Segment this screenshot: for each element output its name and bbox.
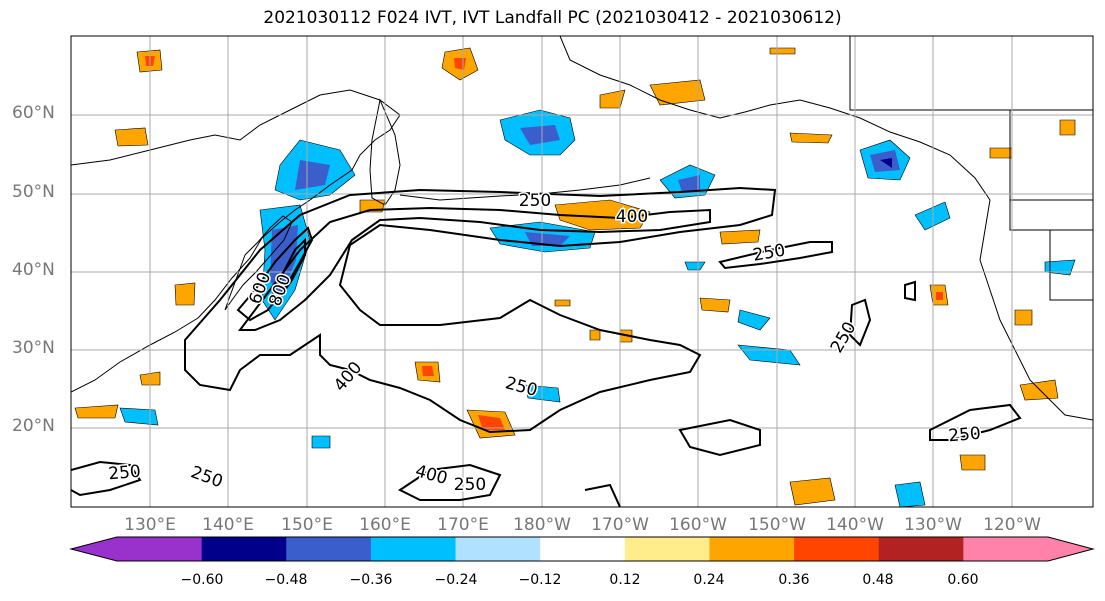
colorbar-tick: 0.12 — [609, 572, 641, 588]
lon-label: 170°E — [437, 515, 489, 535]
lon-label: 160°W — [669, 515, 727, 535]
colorbar-extend-low — [71, 537, 117, 561]
graticule — [71, 36, 1093, 507]
border-states — [1009, 110, 1093, 301]
pc-blob-positive — [936, 292, 943, 300]
colorbar-segment — [540, 537, 626, 561]
lon-label: 130°W — [904, 515, 962, 535]
colorbar-tick: 0.24 — [693, 572, 725, 588]
map-frame — [70, 35, 1094, 508]
coastline-japan — [224, 215, 293, 311]
pc-blob-negative — [880, 158, 892, 168]
pc-blob-positive — [769, 47, 796, 55]
colorbar-tick: 0.48 — [862, 572, 894, 588]
colorbar-tick: −0.60 — [180, 572, 224, 588]
colorbar-segment — [201, 537, 287, 561]
pc-blob-negative — [520, 125, 560, 145]
pc-blob-positive — [959, 454, 986, 471]
colorbar-segment — [455, 537, 541, 561]
colorbar-segment — [286, 537, 372, 561]
contour-250-islands — [398, 463, 502, 501]
colorbar-segment — [624, 537, 710, 561]
lon-label: 150°E — [281, 515, 333, 535]
lat-label: 60°N — [12, 103, 55, 123]
pc-shading-layer — [74, 47, 1076, 507]
pc-blob-positive — [719, 229, 761, 245]
lon-label: 120°W — [983, 515, 1041, 535]
pc-blob-positive — [789, 132, 833, 144]
colorbar-segment — [963, 537, 1049, 561]
contour-250-blob2 — [904, 280, 916, 302]
colorbar-extend-high — [1048, 537, 1093, 561]
contour-label: 250 — [108, 462, 142, 485]
contour-800 — [268, 237, 306, 301]
colorbar-tick: 0.60 — [947, 572, 979, 588]
map-title: 2021030112 F024 IVT, IVT Landfall PC (20… — [263, 8, 842, 28]
pc-blob-positive — [1059, 119, 1076, 136]
colorbar-tick: −0.48 — [264, 572, 308, 588]
colorbar-outline — [69, 536, 1095, 562]
lon-label: 160°E — [359, 515, 411, 535]
lon-label: 150°W — [748, 515, 806, 535]
contour-label: 400 — [616, 207, 648, 227]
pc-blob-positive — [1019, 379, 1059, 401]
lon-label: 180°W — [513, 515, 571, 535]
pc-blob-positive — [554, 299, 571, 307]
pc-blob-positive — [422, 366, 434, 376]
contour-600 — [236, 226, 314, 322]
contour-label: 250 — [454, 475, 486, 495]
pc-blob-negative — [678, 175, 700, 192]
lon-label: 170°W — [591, 515, 649, 535]
lat-label: 50°N — [12, 182, 55, 202]
pc-blob-negative — [525, 232, 570, 246]
pc-blob-positive — [74, 404, 119, 419]
lon-label: 140°E — [202, 515, 254, 535]
pc-blob-negative — [295, 160, 330, 190]
colorbar-tick: −0.36 — [349, 572, 393, 588]
ivt-contours — [71, 186, 1022, 507]
contour-250-south3 — [678, 418, 761, 457]
pc-blob-positive — [589, 329, 601, 341]
contour-250-sw — [71, 460, 142, 497]
colorbar-tick: −0.12 — [518, 572, 562, 588]
coastline-aleutians — [399, 177, 651, 201]
pc-blob-positive — [554, 199, 651, 231]
contour-label: 250 — [948, 424, 982, 447]
colorbar-segment — [878, 537, 964, 561]
colorbar-segments — [69, 536, 1095, 562]
pc-blob-positive — [1014, 309, 1033, 326]
pc-blob-positive — [789, 477, 836, 506]
pc-blob-positive — [699, 297, 731, 313]
lon-label: 130°E — [124, 515, 176, 535]
pc-blob-negative — [119, 407, 159, 426]
contour-250-south2 — [584, 483, 621, 507]
pc-blob-positive — [114, 127, 149, 147]
lat-label: 40°N — [12, 260, 55, 280]
pc-blob-negative — [737, 309, 771, 331]
colorbar-segment — [370, 537, 457, 561]
pc-blob-negative — [1044, 259, 1076, 276]
lat-label: 20°N — [12, 416, 55, 436]
coastline-asia — [71, 89, 401, 393]
lon-label: 140°W — [826, 515, 884, 535]
pc-blob-negative — [894, 481, 926, 507]
colorbar-segment — [794, 537, 880, 561]
pc-blob-positive — [174, 282, 196, 306]
lat-label: 30°N — [12, 338, 55, 358]
colorbar-tick: −0.24 — [434, 572, 478, 588]
pc-blob-negative — [311, 435, 331, 449]
contour-250-east — [718, 241, 833, 270]
colorbar-tick: 0.36 — [778, 572, 810, 588]
pc-blob-positive — [478, 415, 505, 430]
contour-400-main — [238, 206, 711, 331]
contour-label: 250 — [519, 191, 551, 211]
contour-250-blob — [848, 298, 872, 347]
contour-250-south — [929, 403, 1022, 441]
colorbar-segment — [117, 537, 203, 561]
contour-250-main — [184, 186, 777, 434]
colorbar-segment — [709, 537, 795, 561]
